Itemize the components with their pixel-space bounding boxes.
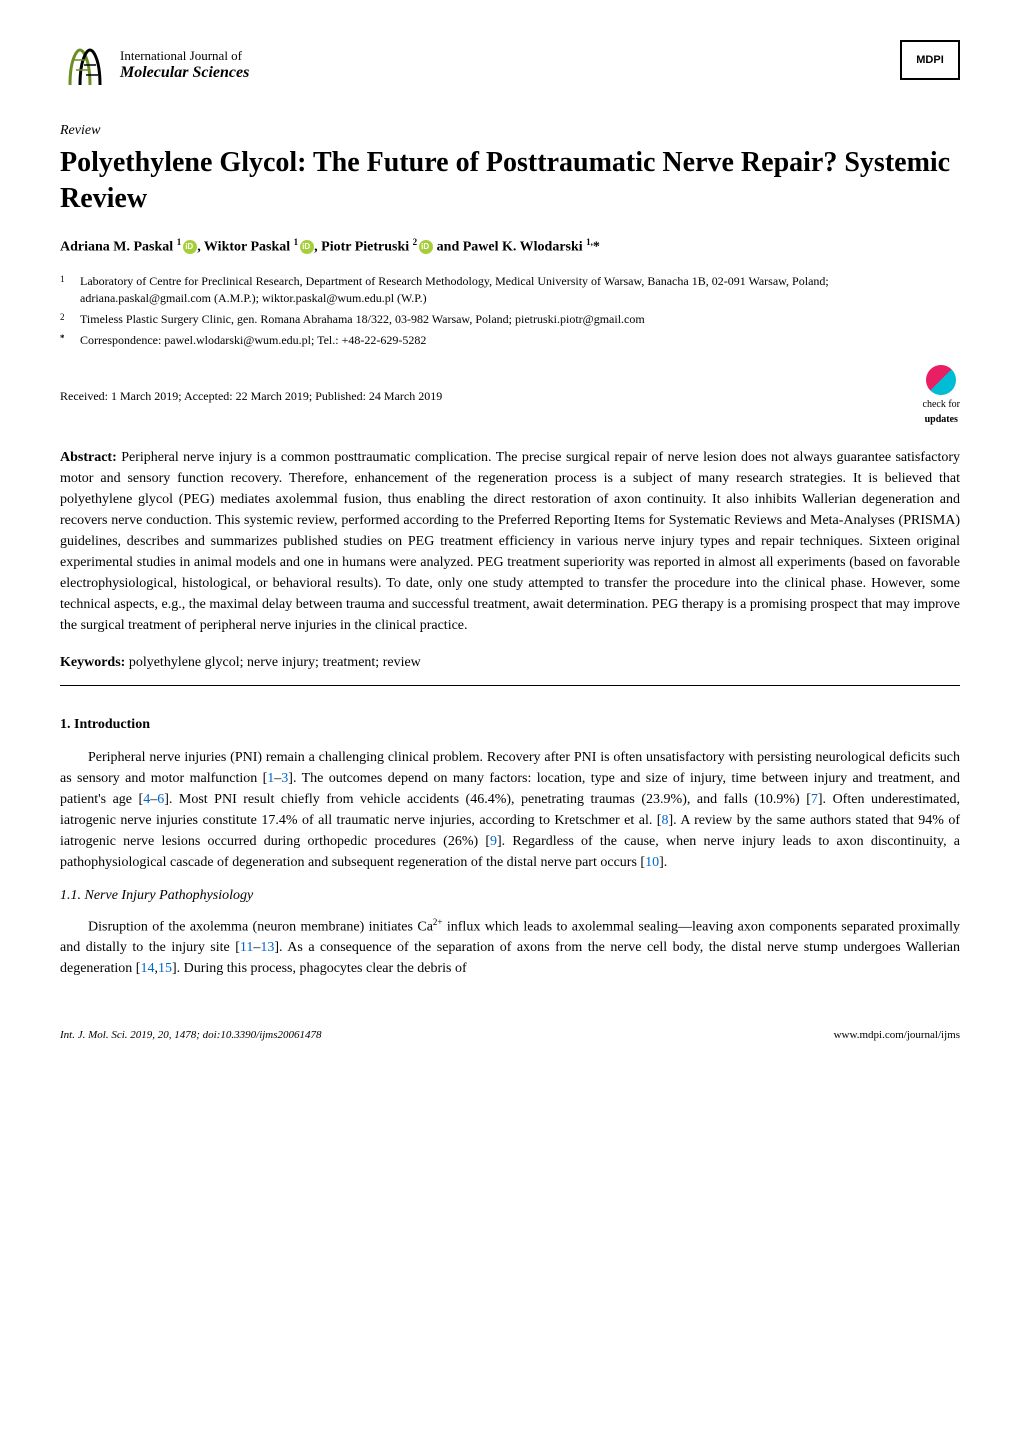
affiliation-item: * Correspondence: pawel.wlodarski@wum.ed… — [80, 332, 960, 349]
publication-dates: Received: 1 March 2019; Accepted: 22 Mar… — [60, 387, 442, 405]
section-heading-intro: 1. Introduction — [60, 714, 960, 735]
abstract-text: Peripheral nerve injury is a common post… — [60, 450, 960, 633]
abstract-label: Abstract: — [60, 450, 117, 465]
page-footer: Int. J. Mol. Sci. 2019, 20, 1478; doi:10… — [60, 1019, 960, 1044]
affiliation-number: * — [60, 332, 80, 349]
check-updates-text2: updates — [925, 412, 958, 427]
journal-brand: International Journal of Molecular Scien… — [60, 40, 249, 90]
affiliation-item: 2 Timeless Plastic Surgery Clinic, gen. … — [80, 311, 960, 328]
affiliation-number: 2 — [60, 311, 80, 328]
article-type: Review — [60, 120, 960, 141]
dates-row: Received: 1 March 2019; Accepted: 22 Mar… — [60, 365, 960, 427]
footer-citation: Int. J. Mol. Sci. 2019, 20, 1478; doi:10… — [60, 1027, 322, 1044]
publisher-name: MDPI — [916, 52, 944, 69]
check-updates-badge[interactable]: check for updates — [923, 365, 960, 427]
affiliation-text: Timeless Plastic Surgery Clinic, gen. Ro… — [80, 311, 645, 328]
article-title: Polyethylene Glycol: The Future of Postt… — [60, 145, 960, 218]
keywords-text: polyethylene glycol; nerve injury; treat… — [129, 655, 421, 670]
affiliations-block: 1 Laboratory of Centre for Preclinical R… — [60, 273, 960, 348]
journal-title-line1: International Journal of — [120, 48, 249, 64]
subsection-heading: 1.1. Nerve Injury Pathophysiology — [60, 885, 960, 906]
intro-paragraph-1: Peripheral nerve injuries (PNI) remain a… — [60, 747, 960, 873]
abstract-section: Abstract: Peripheral nerve injury is a c… — [60, 447, 960, 636]
affiliation-text: Laboratory of Centre for Preclinical Res… — [80, 273, 960, 307]
section-separator — [60, 685, 960, 686]
journal-title-line2: Molecular Sciences — [120, 63, 249, 82]
check-updates-text1: check for — [923, 397, 960, 412]
subsection-paragraph-1: Disruption of the axolemma (neuron membr… — [60, 916, 960, 980]
orcid-icon — [419, 240, 433, 254]
orcid-icon — [300, 240, 314, 254]
keywords-label: Keywords: — [60, 655, 125, 670]
check-updates-icon — [926, 365, 956, 395]
journal-logo-icon — [60, 40, 110, 90]
keywords-section: Keywords: polyethylene glycol; nerve inj… — [60, 652, 960, 673]
footer-url: www.mdpi.com/journal/ijms — [834, 1027, 960, 1044]
journal-title: International Journal of Molecular Scien… — [120, 48, 249, 83]
affiliation-text: Correspondence: pawel.wlodarski@wum.edu.… — [80, 332, 426, 349]
authors-list: Adriana M. Paskal 1, Wiktor Paskal 1, Pi… — [60, 236, 960, 258]
affiliation-number: 1 — [60, 273, 80, 307]
publisher-logo: MDPI — [900, 40, 960, 80]
affiliation-item: 1 Laboratory of Centre for Preclinical R… — [80, 273, 960, 307]
orcid-icon — [183, 240, 197, 254]
page-header: International Journal of Molecular Scien… — [60, 40, 960, 90]
